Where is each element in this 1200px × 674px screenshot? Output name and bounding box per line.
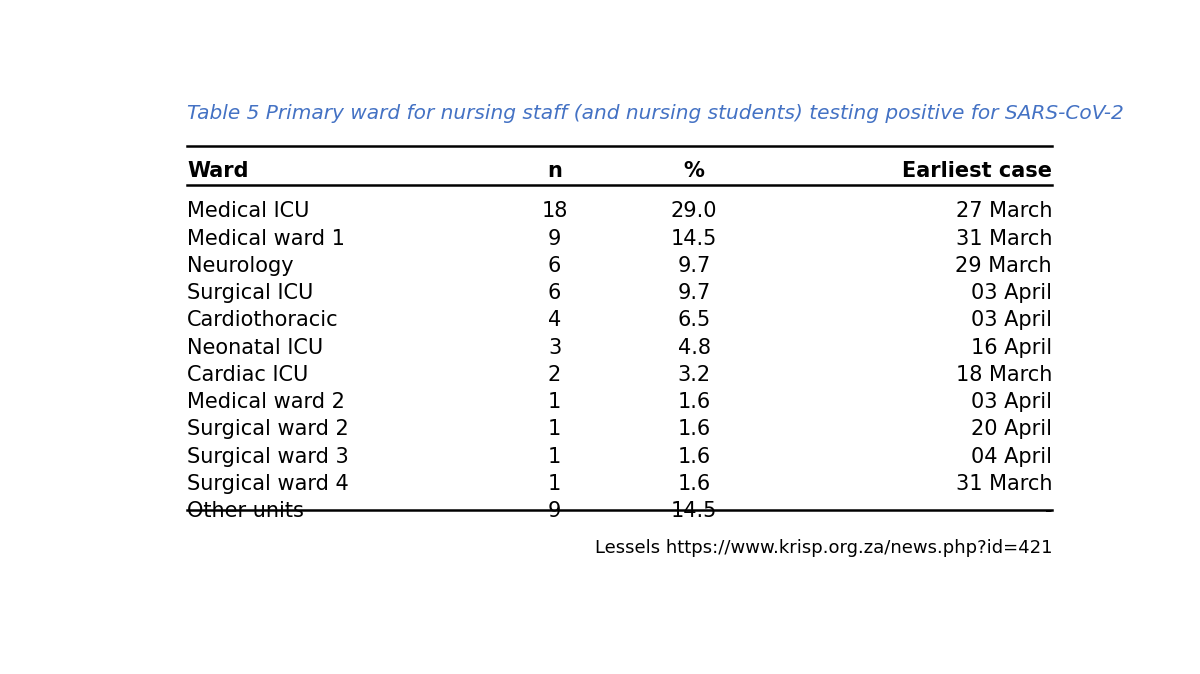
Text: Other units: Other units	[187, 501, 304, 521]
Text: 3: 3	[548, 338, 562, 357]
Text: Table 5 Primary ward for nursing staff (and nursing students) testing positive f: Table 5 Primary ward for nursing staff (…	[187, 104, 1124, 123]
Text: Medical ICU: Medical ICU	[187, 202, 310, 221]
Text: 3.2: 3.2	[678, 365, 710, 385]
Text: 27 March: 27 March	[955, 202, 1052, 221]
Text: 03 April: 03 April	[971, 310, 1052, 330]
Text: 1.6: 1.6	[678, 446, 710, 466]
Text: 6.5: 6.5	[678, 310, 710, 330]
Text: Surgical ICU: Surgical ICU	[187, 283, 313, 303]
Text: 14.5: 14.5	[671, 501, 718, 521]
Text: 16 April: 16 April	[971, 338, 1052, 357]
Text: 1: 1	[548, 474, 562, 494]
Text: Cardiac ICU: Cardiac ICU	[187, 365, 308, 385]
Text: 6: 6	[548, 283, 562, 303]
Text: Surgical ward 2: Surgical ward 2	[187, 419, 349, 439]
Text: Medical ward 1: Medical ward 1	[187, 228, 346, 249]
Text: 4.8: 4.8	[678, 338, 710, 357]
Text: 18 March: 18 March	[955, 365, 1052, 385]
Text: 14.5: 14.5	[671, 228, 718, 249]
Text: 1: 1	[548, 446, 562, 466]
Text: Surgical ward 4: Surgical ward 4	[187, 474, 349, 494]
Text: Cardiothoracic: Cardiothoracic	[187, 310, 338, 330]
Text: 2: 2	[548, 365, 562, 385]
Text: 29.0: 29.0	[671, 202, 718, 221]
Text: 20 April: 20 April	[971, 419, 1052, 439]
Text: 1: 1	[548, 392, 562, 412]
Text: 18: 18	[541, 202, 568, 221]
Text: Neonatal ICU: Neonatal ICU	[187, 338, 324, 357]
Text: n: n	[547, 161, 562, 181]
Text: 31 March: 31 March	[955, 228, 1052, 249]
Text: 29 March: 29 March	[955, 255, 1052, 276]
Text: Earliest case: Earliest case	[902, 161, 1052, 181]
Text: 1.6: 1.6	[678, 392, 710, 412]
Text: Neurology: Neurology	[187, 255, 294, 276]
Text: 03 April: 03 April	[971, 283, 1052, 303]
Text: Ward: Ward	[187, 161, 248, 181]
Text: 04 April: 04 April	[971, 446, 1052, 466]
Text: 1: 1	[548, 419, 562, 439]
Text: 6: 6	[548, 255, 562, 276]
Text: Surgical ward 3: Surgical ward 3	[187, 446, 349, 466]
Text: Medical ward 2: Medical ward 2	[187, 392, 346, 412]
Text: Lessels https://www.krisp.org.za/news.php?id=421: Lessels https://www.krisp.org.za/news.ph…	[594, 539, 1052, 557]
Text: %: %	[684, 161, 704, 181]
Text: 1.6: 1.6	[678, 419, 710, 439]
Text: 4: 4	[548, 310, 562, 330]
Text: 9.7: 9.7	[678, 283, 710, 303]
Text: 9.7: 9.7	[678, 255, 710, 276]
Text: -: -	[1044, 501, 1052, 521]
Text: 9: 9	[548, 228, 562, 249]
Text: 9: 9	[548, 501, 562, 521]
Text: 31 March: 31 March	[955, 474, 1052, 494]
Text: 03 April: 03 April	[971, 392, 1052, 412]
Text: 1.6: 1.6	[678, 474, 710, 494]
